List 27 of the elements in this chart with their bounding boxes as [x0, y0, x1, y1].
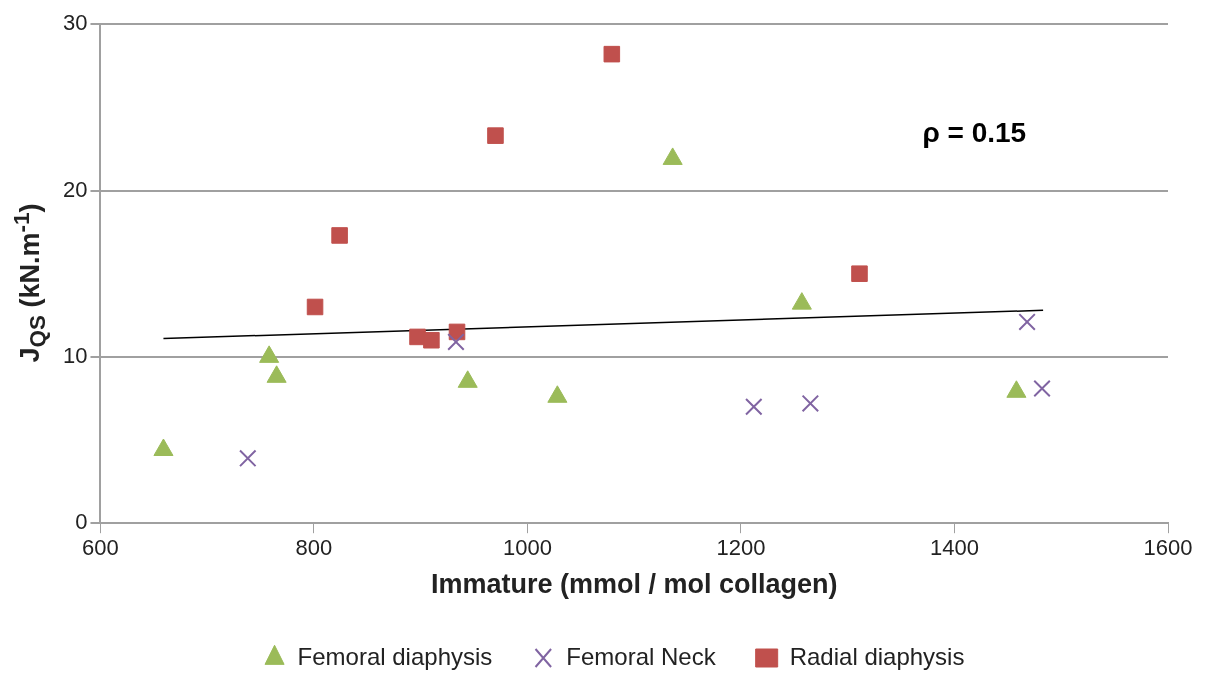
x-tick-label: 1000	[503, 535, 552, 561]
x-tick-label: 1400	[930, 535, 979, 561]
point	[851, 265, 868, 282]
x-axis-title: Immature (mmol / mol collagen)	[430, 569, 838, 600]
y-tick-label: 0	[75, 509, 88, 535]
legend-label: Femoral diaphysis	[297, 642, 493, 670]
point	[745, 397, 763, 416]
point	[239, 449, 257, 468]
annotation: ρ = 0.15	[922, 116, 1027, 148]
point	[603, 45, 621, 63]
point	[306, 298, 324, 316]
y-tick-label: 10	[62, 342, 88, 368]
point	[447, 333, 465, 351]
point	[423, 331, 440, 349]
y-tick-label: 20	[62, 176, 88, 202]
point	[487, 127, 504, 144]
x-tick-label: 1200	[716, 535, 766, 561]
point	[1033, 379, 1051, 398]
point	[331, 227, 348, 244]
legend-label: Radial diaphysis	[789, 642, 965, 670]
x-tick-label: 600	[82, 535, 119, 561]
x-tick-label: 1600	[1143, 535, 1193, 561]
y-tick-label: 30	[62, 10, 88, 36]
legend-label: Femoral Neck	[566, 642, 717, 670]
x-tick-label: 800	[295, 535, 333, 561]
point	[1018, 313, 1036, 331]
point	[801, 394, 820, 413]
